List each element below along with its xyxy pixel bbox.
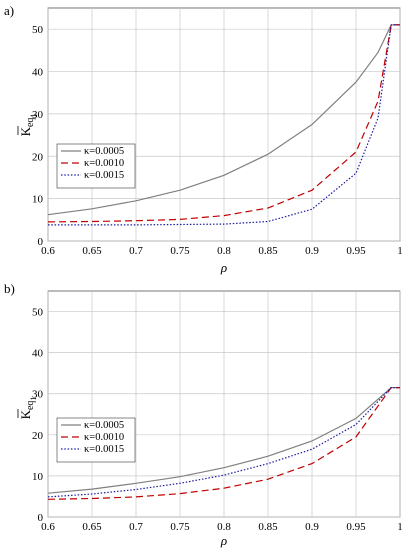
x-axis-label-b: ρ [220, 533, 227, 548]
legend-label: κ=0.0010 [84, 158, 124, 169]
y-ticks-b: 0 10 20 30 40 50 [32, 307, 44, 524]
y-label-subsub-a: 1 [29, 114, 38, 118]
x-tick-label: 0.8 [217, 245, 231, 257]
y-tick-label: 50 [32, 307, 44, 319]
y-tick-label: 30 [32, 389, 44, 401]
x-tick-label: 0.75 [170, 245, 190, 257]
x-tick-label: 0.6 [41, 521, 55, 533]
y-tick-label: 0 [38, 236, 44, 248]
y-axis-label-b: Keq1 [17, 397, 38, 420]
x-tick-label: 0.9 [305, 245, 319, 257]
series-line-3 [48, 24, 400, 226]
x-tick-label: 0.95 [346, 521, 366, 533]
svg-text:Keq1: Keq1 [18, 397, 38, 420]
panel-a: a) 0.6 0.65 0.7 0.75 0.8 0.85 0.9 0.95 1 0 10 20 30… [4, 3, 403, 275]
legend-label: κ=0.0005 [84, 420, 124, 431]
y-label-subsub-b: 1 [29, 397, 38, 401]
x-tick-label: 0.7 [129, 521, 143, 533]
y-tick-label: 10 [32, 471, 44, 483]
y-label-sub-b: eq [25, 401, 36, 410]
grid-a [47, 8, 401, 242]
x-tick-label: 0.95 [346, 245, 366, 257]
legend-label: κ=0.0015 [84, 170, 124, 181]
y-label-sub-a: eq [25, 118, 36, 127]
y-tick-label: 20 [32, 430, 44, 442]
x-tick-label: 1 [397, 245, 403, 257]
x-tick-label: 0.7 [129, 245, 143, 257]
series-line-1 [47, 24, 400, 216]
y-label-main-b: K [18, 409, 33, 419]
legend-label: κ=0.0015 [84, 444, 124, 455]
y-tick-label: 40 [32, 67, 44, 79]
x-axis-label-a: ρ [220, 260, 227, 275]
x-ticks-a: 0.6 0.65 0.7 0.75 0.8 0.85 0.9 0.95 1 [41, 245, 403, 257]
panel-label-b: b) [4, 281, 15, 296]
x-tick-label: 0.65 [82, 521, 102, 533]
x-tick-label: 0.6 [41, 245, 55, 257]
y-tick-label: 30 [32, 109, 44, 121]
y-ticks-a: 0 10 20 30 40 50 [32, 24, 44, 248]
series-group-a [47, 24, 400, 226]
y-tick-label: 0 [38, 512, 44, 524]
y-tick-label: 10 [32, 194, 44, 206]
y-tick-label: 20 [32, 151, 44, 163]
x-tick-label: 0.8 [217, 521, 231, 533]
x-tick-label: 0.85 [258, 521, 278, 533]
series-line-2 [47, 387, 400, 500]
series-line-2 [47, 24, 400, 223]
y-tick-label: 50 [32, 24, 44, 36]
y-axis-label-a: Keq1 [17, 114, 38, 137]
legend-label: κ=0.0010 [84, 432, 124, 443]
series-line-1 [47, 387, 400, 494]
series-line-3 [47, 387, 400, 498]
y-tick-label: 40 [32, 348, 44, 360]
panel-label-a: a) [4, 3, 14, 18]
x-tick-label: 1 [397, 521, 403, 533]
series-group-b [47, 387, 400, 500]
legend-label: κ=0.0005 [84, 146, 124, 157]
y-label-main-a: K [18, 126, 33, 136]
panel-b: b) 0.6 0.65 0.7 0.75 0.8 0.85 0.9 0.95 1 0 10 20 30… [4, 281, 403, 548]
svg-text:Keq1: Keq1 [18, 114, 38, 137]
x-tick-label: 0.9 [305, 521, 319, 533]
x-tick-label: 0.65 [82, 245, 102, 257]
x-tick-label: 0.85 [258, 245, 278, 257]
x-tick-label: 0.75 [170, 521, 190, 533]
x-ticks-b: 0.6 0.65 0.7 0.75 0.8 0.85 0.9 0.95 1 [41, 521, 403, 533]
